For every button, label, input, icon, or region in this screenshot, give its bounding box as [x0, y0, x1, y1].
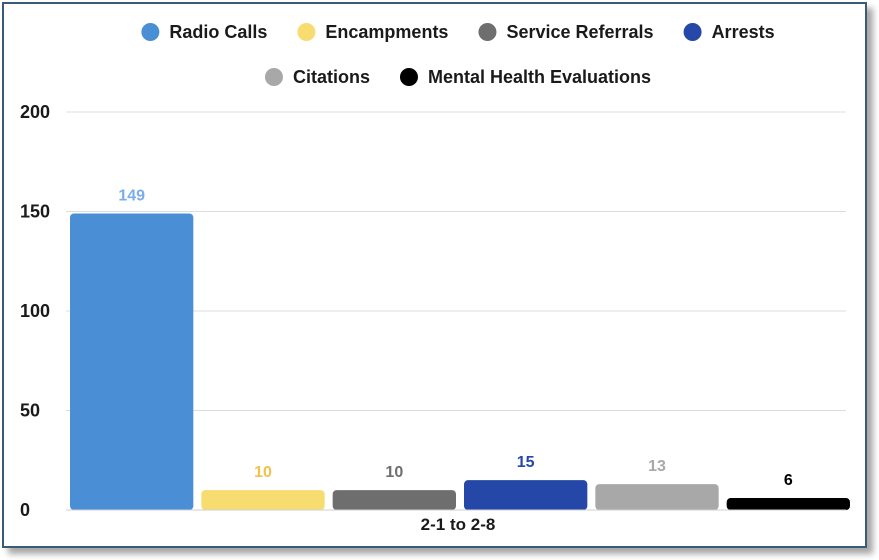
- y-tick-label-100: 100: [20, 301, 50, 321]
- y-tick-label-50: 50: [20, 401, 40, 421]
- legend-marker-citations: [264, 68, 283, 86]
- data-labels: 149 10 10 15 13 6: [118, 187, 793, 489]
- legend-marker-service-referrals: [478, 23, 497, 41]
- legend-item-mental-health-evaluations: Mental Health Evaluations: [399, 67, 651, 87]
- data-label-citations: 13: [648, 458, 666, 475]
- bar-service-referrals: [332, 490, 456, 510]
- legend-label-encampments: Encampments: [325, 22, 448, 42]
- bar-encampments: [201, 490, 325, 510]
- legend-item-arrests: Arrests: [683, 22, 775, 42]
- legend-label-radio-calls: Radio Calls: [169, 22, 267, 42]
- legend-marker-arrests: [683, 23, 702, 41]
- x-axis: 2-1 to 2-8: [66, 509, 846, 534]
- data-label-service-referrals: 10: [385, 464, 403, 481]
- bar-radio-calls: [70, 213, 194, 511]
- bar-arrests: [464, 480, 588, 510]
- legend-label-service-referrals: Service Referrals: [506, 22, 653, 42]
- legend-item-radio-calls: Radio Calls: [141, 22, 267, 42]
- y-axis: 0 50 100 150 200: [20, 102, 50, 520]
- legend-label-citations: Citations: [293, 67, 370, 87]
- gridlines: [66, 111, 846, 411]
- legend-item-citations: Citations: [264, 67, 370, 87]
- legend: Radio Calls Encampments Service Referrals A…: [141, 22, 775, 87]
- legend-label-arrests: Arrests: [712, 22, 775, 42]
- legend-item-encampments: Encampments: [297, 22, 448, 42]
- bars: [70, 213, 850, 511]
- data-label-radio-calls: 149: [118, 187, 145, 204]
- legend-marker-radio-calls: [141, 23, 160, 41]
- bar-citations: [595, 484, 719, 510]
- legend-item-service-referrals: Service Referrals: [478, 22, 654, 42]
- legend-marker-encampments: [297, 23, 316, 41]
- legend-label-mental-health-evaluations: Mental Health Evaluations: [428, 67, 651, 87]
- bar-mental-health-evaluations: [726, 498, 850, 510]
- y-tick-label-150: 150: [20, 202, 50, 222]
- data-label-encampments: 10: [254, 464, 272, 481]
- y-tick-label-200: 200: [20, 102, 50, 122]
- legend-marker-mental-health-evaluations: [399, 68, 418, 86]
- data-label-mental-health-evaluations: 6: [784, 472, 793, 489]
- data-label-arrests: 15: [517, 454, 535, 471]
- x-category-label: 2-1 to 2-8: [421, 515, 496, 534]
- y-tick-label-0: 0: [20, 500, 30, 520]
